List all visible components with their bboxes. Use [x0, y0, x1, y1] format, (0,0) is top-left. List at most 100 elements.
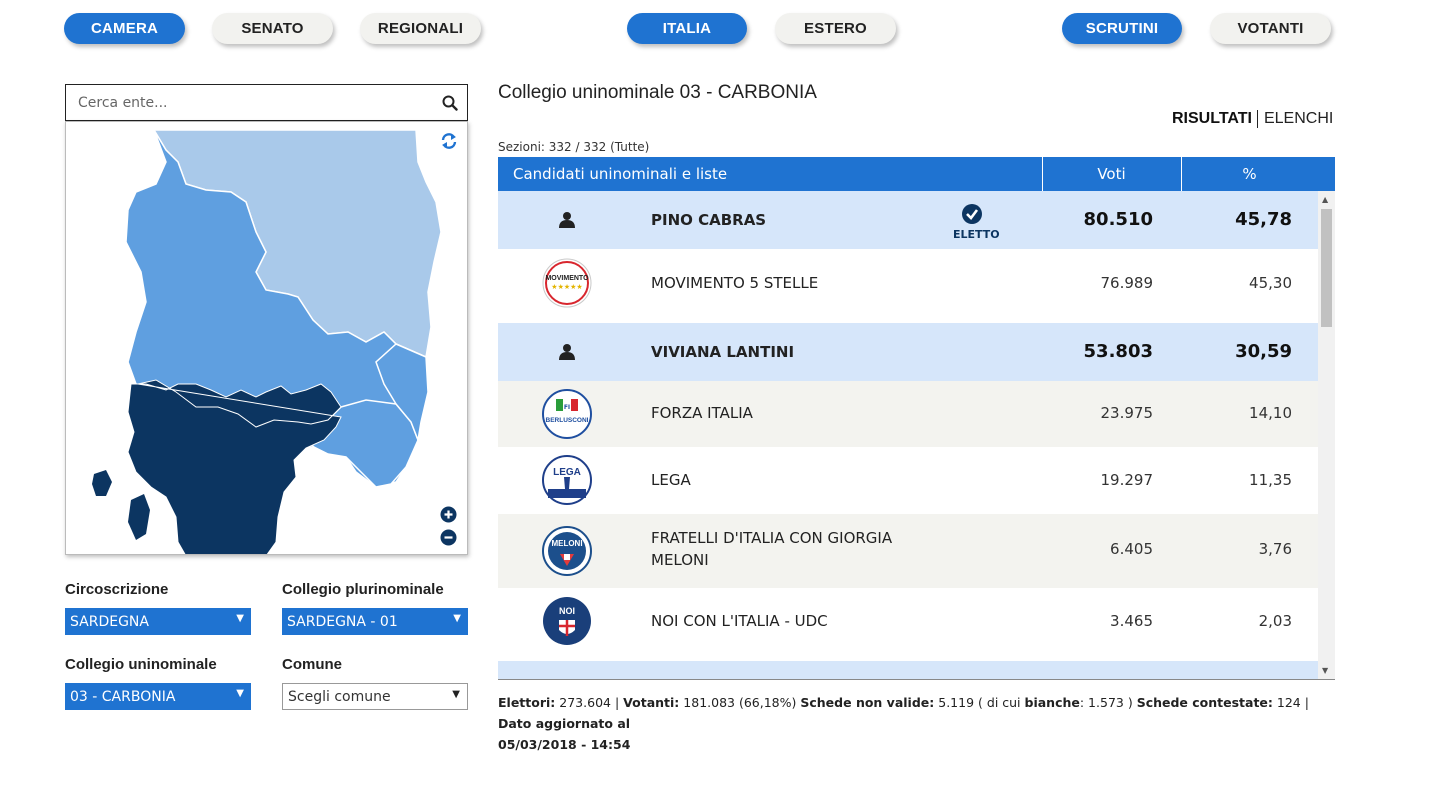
list-name: MOVIMENTO 5 STELLE — [651, 274, 819, 292]
table-row-list[interactable]: NOI NOI CON L'ITALIA - UDC 3.465 2,03 — [498, 588, 1318, 661]
list-pct: 45,30 — [1249, 274, 1292, 292]
forza-italia-logo-text: BERLUSCONI — [546, 417, 589, 424]
candidate-name: PINO CABRAS — [651, 211, 767, 229]
search-input[interactable] — [66, 85, 433, 120]
elettori-value: 273.604 — [559, 695, 611, 710]
non-valide-value: 5.119 — [938, 695, 975, 710]
lega-logo-icon: LEGA — [542, 455, 592, 505]
table-row-list[interactable]: FI BERLUSCONI FORZA ITALIA 23.975 14,10 — [498, 381, 1318, 447]
search-icon[interactable] — [433, 86, 467, 120]
dropdown-arrow-icon: ▼ — [452, 689, 460, 700]
candidate-votes: 53.803 — [1083, 341, 1153, 362]
contestate-value: 124 — [1276, 695, 1301, 710]
votanti-label: Votanti: — [623, 695, 680, 710]
list-pct: 2,03 — [1258, 612, 1292, 630]
uninominale-select[interactable]: 03 - CARBONIA ▼ — [65, 683, 251, 710]
map-region-carbonia — [127, 379, 342, 554]
camera-button[interactable]: CAMERA — [64, 13, 185, 44]
list-pct: 3,76 — [1258, 540, 1292, 558]
comune-select[interactable]: Scegli comune ▼ — [282, 683, 468, 710]
refresh-icon[interactable] — [440, 132, 458, 150]
table-row-list[interactable]: LEGA LEGA 19.297 11,35 — [498, 447, 1318, 514]
regionali-button[interactable]: REGIONALI — [360, 13, 481, 44]
page-title: Collegio uninominale 03 - CARBONIA — [498, 82, 817, 103]
bianche-label: bianche — [1024, 695, 1080, 710]
forza-italia-logo-icon: FI BERLUSCONI — [542, 389, 592, 439]
person-icon — [558, 343, 576, 361]
scroll-up-icon[interactable]: ▲ — [1322, 195, 1329, 204]
plurinominale-select[interactable]: SARDEGNA - 01 ▼ — [282, 608, 468, 635]
table-row-list[interactable]: MOVIMENTO ★★★★★ MOVIMENTO 5 STELLE 76.989… — [498, 249, 1318, 323]
fdi-logo-icon: MELONI — [542, 526, 592, 576]
candidate-name: VIVIANA LANTINI — [651, 343, 795, 361]
tab-elenchi[interactable]: ELENCHI — [1263, 110, 1334, 127]
person-icon — [558, 211, 576, 229]
scroll-thumb[interactable] — [1321, 209, 1332, 327]
votanti-button[interactable]: VOTANTI — [1210, 13, 1331, 44]
circoscrizione-select[interactable]: SARDEGNA ▼ — [65, 608, 251, 635]
votanti-value: 181.083 (66,18%) — [683, 695, 797, 710]
table-row-candidate[interactable]: VIVIANA LANTINI 53.803 30,59 — [498, 323, 1318, 381]
list-votes: 76.989 — [1100, 274, 1154, 292]
svg-text:FI: FI — [564, 404, 570, 411]
estero-button[interactable]: ESTERO — [775, 13, 896, 44]
header-candidates: Candidati uninominali e liste — [513, 165, 728, 183]
senato-button[interactable]: SENATO — [212, 13, 333, 44]
m5s-logo-icon: MOVIMENTO ★★★★★ — [542, 258, 592, 308]
header-divider — [1181, 157, 1182, 191]
elected-label: ELETTO — [953, 228, 1000, 241]
elected-check-icon — [961, 203, 983, 229]
search-box — [65, 84, 468, 121]
map-region-east-coast — [375, 343, 429, 443]
map-panel[interactable] — [65, 121, 468, 555]
scroll-down-icon[interactable]: ▼ — [1322, 666, 1329, 675]
list-name: FORZA ITALIA — [651, 404, 753, 422]
list-votes: 6.405 — [1110, 540, 1153, 558]
tab-risultati[interactable]: RISULTATI — [1172, 110, 1258, 128]
list-name: NOI CON L'ITALIA - UDC — [651, 612, 828, 630]
lega-logo-text: LEGA — [553, 467, 581, 478]
dropdown-arrow-icon: ▼ — [236, 688, 244, 699]
svg-text:★★★★★: ★★★★★ — [551, 283, 582, 291]
list-pct: 11,35 — [1249, 471, 1292, 489]
table-row-candidate[interactable] — [498, 661, 1318, 679]
comune-value: Scegli comune — [288, 688, 391, 705]
map-island-san-pietro — [128, 494, 150, 540]
circoscrizione-label: Circoscrizione — [65, 581, 169, 598]
list-pct: 14,10 — [1249, 404, 1292, 422]
noi-logo-text: NOI — [559, 606, 575, 616]
scrutini-button[interactable]: SCRUTINI — [1062, 13, 1182, 44]
contestate-label: Schede contestate: — [1136, 695, 1273, 710]
comune-label: Comune — [282, 656, 342, 673]
map-island-sant-antioco — [92, 470, 112, 496]
di-cui-text: ( di cui — [978, 695, 1021, 710]
candidate-votes: 80.510 — [1083, 209, 1153, 230]
results-table[interactable]: PINO CABRAS ELETTO 80.510 45,78 MOVIMENT… — [498, 191, 1335, 680]
uninominale-value: 03 - CARBONIA — [70, 688, 176, 705]
fdi-logo-text: MELONI — [551, 539, 582, 548]
uninominale-label: Collegio uninominale — [65, 656, 217, 673]
m5s-logo-text: MOVIMENTO — [545, 275, 589, 282]
italia-button[interactable]: ITALIA — [627, 13, 747, 44]
aggiornato-value: 05/03/2018 - 14:54 — [498, 737, 631, 752]
plurinominale-label: Collegio plurinominale — [282, 581, 444, 598]
header-divider — [1042, 157, 1043, 191]
list-name: FRATELLI D'ITALIA CON GIORGIA — [651, 529, 893, 547]
results-footer: Elettori: 273.604 | Votanti: 181.083 (66… — [498, 695, 1309, 752]
list-votes: 19.297 — [1100, 471, 1154, 489]
list-name: LEGA — [651, 471, 691, 489]
zoom-out-icon[interactable] — [440, 529, 458, 547]
candidate-pct: 45,78 — [1235, 209, 1292, 230]
non-valide-label: Schede non valide: — [800, 695, 935, 710]
noi-con-italia-logo-icon: NOI — [542, 596, 592, 646]
header-votes: Voti — [1097, 165, 1126, 183]
zoom-in-icon[interactable] — [440, 506, 458, 524]
table-row-list[interactable]: MELONI FRATELLI D'ITALIA CON GIORGIA MEL… — [498, 514, 1318, 588]
dropdown-arrow-icon: ▼ — [453, 613, 461, 624]
list-votes: 3.465 — [1110, 612, 1153, 630]
bianche-value: : 1.573 ) — [1079, 695, 1133, 710]
region-map[interactable] — [66, 122, 468, 555]
table-scrollbar[interactable]: ▲ ▼ — [1318, 191, 1335, 679]
list-votes: 23.975 — [1100, 404, 1154, 422]
table-row-candidate[interactable]: PINO CABRAS ELETTO 80.510 45,78 — [498, 191, 1318, 249]
